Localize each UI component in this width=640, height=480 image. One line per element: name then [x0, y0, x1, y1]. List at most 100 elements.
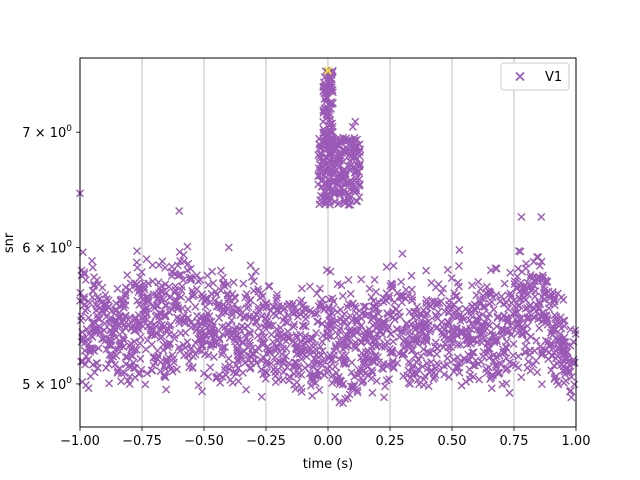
data-point	[273, 358, 282, 367]
data-point	[241, 311, 250, 320]
data-point	[420, 372, 429, 381]
data-point	[368, 355, 377, 364]
data-point	[492, 363, 501, 372]
data-point	[161, 280, 170, 289]
data-point	[83, 304, 92, 313]
data-point	[181, 343, 190, 352]
data-point	[512, 283, 521, 292]
data-point	[348, 122, 357, 131]
data-point	[541, 336, 550, 345]
data-point	[132, 280, 141, 289]
data-point	[270, 353, 279, 362]
data-point	[290, 320, 299, 329]
data-point	[557, 360, 566, 369]
data-point	[198, 335, 207, 344]
data-point	[217, 350, 226, 359]
data-point	[324, 305, 333, 314]
data-point	[156, 287, 165, 296]
data-point	[417, 351, 426, 360]
data-point	[101, 290, 110, 299]
data-point	[422, 303, 431, 312]
data-point	[432, 350, 441, 359]
data-point	[538, 349, 547, 358]
data-point	[477, 357, 486, 366]
data-point	[355, 193, 364, 202]
data-point	[112, 299, 121, 308]
data-point	[361, 353, 370, 362]
data-point	[115, 340, 124, 349]
data-point	[545, 299, 554, 308]
data-point	[529, 360, 538, 369]
data-point	[324, 353, 333, 362]
data-point	[102, 301, 111, 310]
data-point	[100, 308, 109, 317]
x-tick-label: −1.00	[60, 434, 100, 449]
data-point	[183, 338, 192, 346]
data-point	[567, 393, 576, 402]
data-point	[458, 329, 467, 338]
data-point	[526, 332, 535, 341]
data-point	[432, 312, 441, 321]
data-point	[414, 320, 423, 329]
data-point	[317, 301, 326, 310]
data-point	[334, 173, 343, 182]
data-point	[219, 307, 228, 316]
data-point	[257, 312, 266, 321]
data-point	[262, 368, 271, 377]
data-point	[407, 271, 416, 280]
data-point	[409, 323, 418, 332]
data-point	[382, 262, 391, 271]
data-point	[422, 266, 431, 275]
data-point	[161, 263, 170, 272]
data-point	[337, 183, 346, 192]
data-point	[262, 300, 271, 309]
data-point	[360, 332, 369, 341]
data-point	[224, 243, 233, 252]
data-point	[487, 384, 496, 393]
data-point	[521, 342, 530, 351]
data-point	[380, 342, 389, 351]
data-point	[175, 207, 184, 216]
data-point	[263, 342, 272, 351]
data-point	[328, 178, 337, 187]
data-point	[514, 247, 523, 256]
data-point	[337, 340, 346, 349]
data-point	[311, 341, 320, 350]
data-point	[419, 345, 428, 354]
data-point	[345, 185, 354, 194]
data-point	[434, 360, 443, 369]
data-point	[490, 336, 499, 345]
data-point	[400, 342, 409, 351]
data-point	[324, 180, 333, 189]
data-point	[107, 351, 116, 360]
data-point	[510, 277, 519, 286]
data-point	[415, 310, 424, 319]
data-point	[85, 298, 94, 307]
data-point	[101, 299, 110, 308]
data-point	[347, 328, 356, 337]
data-point	[347, 300, 356, 309]
data-point	[249, 312, 258, 321]
data-point	[454, 261, 463, 270]
data-point	[247, 272, 256, 281]
data-point	[551, 354, 560, 363]
data-point	[218, 343, 227, 352]
data-point	[87, 326, 96, 335]
data-point	[154, 301, 163, 310]
data-point	[148, 261, 157, 270]
data-point	[194, 277, 203, 286]
data-point	[204, 351, 213, 360]
data-point	[264, 282, 273, 291]
data-point	[239, 279, 248, 288]
data-point	[524, 357, 533, 366]
data-point	[565, 387, 574, 396]
data-point	[187, 273, 196, 282]
data-point	[113, 366, 122, 375]
data-point	[193, 346, 202, 355]
data-point	[249, 277, 258, 286]
data-point	[319, 117, 328, 126]
data-point	[203, 323, 212, 332]
data-point	[272, 325, 281, 334]
data-point	[257, 392, 266, 401]
